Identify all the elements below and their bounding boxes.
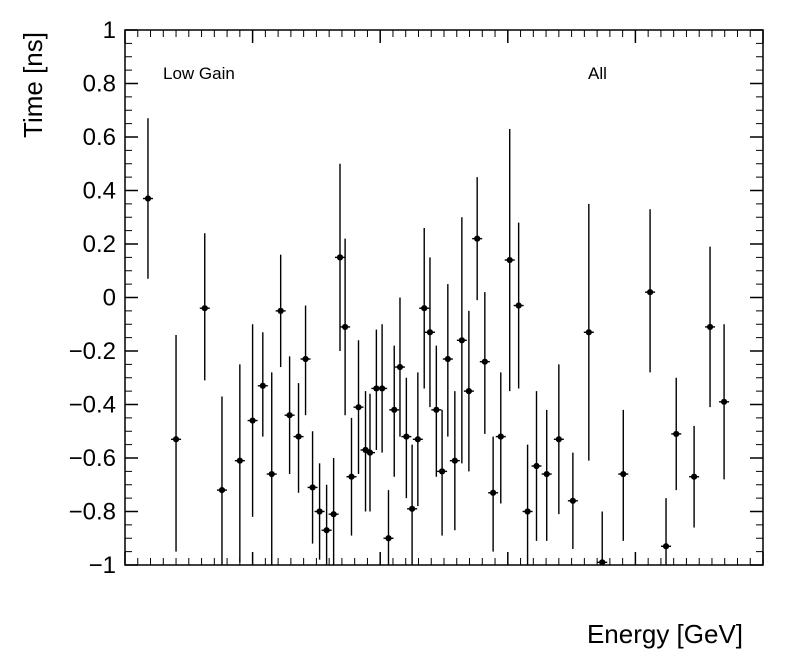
data-point (394, 297, 405, 437)
y-tick-label: 0.2 (83, 231, 116, 258)
data-point (567, 452, 578, 549)
data-point (364, 393, 375, 512)
data-point (377, 324, 388, 453)
data-point (541, 409, 552, 541)
data-point (389, 345, 400, 477)
data-point (199, 233, 210, 381)
data-point (431, 345, 442, 477)
data-point (300, 305, 311, 416)
data-point (671, 377, 682, 491)
y-axis-title: Time [ns] (18, 32, 48, 138)
data-point (353, 340, 364, 475)
data-point (335, 163, 346, 351)
data-point (328, 458, 339, 565)
data-point (583, 203, 594, 461)
data-point (234, 364, 245, 563)
data-point (531, 391, 542, 541)
data-point (314, 463, 325, 560)
annotation-low-gain: Low Gain (163, 64, 235, 83)
data-point (553, 364, 564, 515)
y-tick-labels: 1 0.8 0.6 0.4 0.2 0 −0.2 −0.4 −0.6 −0.8 −1 (69, 17, 116, 579)
y-tick-label: 0 (103, 285, 116, 312)
y-tick-label: 0.4 (83, 178, 116, 205)
data-points (142, 118, 730, 566)
data-point (171, 334, 182, 552)
x-axis-title: Energy [GeV] (587, 619, 743, 649)
data-point (293, 383, 304, 493)
data-point (424, 257, 435, 408)
data-point (142, 118, 153, 279)
data-point (488, 436, 499, 552)
data-point (661, 498, 672, 565)
data-point (456, 217, 467, 464)
data-point (437, 409, 448, 536)
data-point (645, 209, 656, 373)
data-point (401, 377, 412, 499)
data-point (689, 425, 700, 528)
data-point (597, 511, 608, 566)
data-point (275, 254, 286, 368)
y-tick-label: −0.6 (69, 445, 116, 472)
data-point (442, 284, 453, 437)
y-tick-label: −0.8 (69, 499, 116, 526)
data-point (247, 324, 258, 517)
data-point (346, 417, 357, 536)
data-point (522, 444, 533, 565)
data-point (266, 372, 277, 565)
data-point (495, 372, 506, 504)
data-point (463, 310, 474, 472)
data-point (412, 372, 423, 507)
data-point (419, 227, 430, 389)
data-point (383, 490, 394, 565)
data-point (618, 409, 629, 541)
data-point (257, 332, 268, 437)
y-tick-label: 0.8 (83, 71, 116, 98)
y-tick-label: 1 (103, 17, 116, 44)
y-tick-label: 0.6 (83, 124, 116, 151)
data-point (321, 484, 332, 565)
data-point (307, 431, 318, 544)
data-point (449, 391, 460, 531)
plot-frame (124, 29, 764, 566)
data-point (216, 396, 227, 565)
data-point (504, 128, 515, 392)
data-point (513, 222, 524, 389)
data-point (472, 177, 483, 301)
data-point (705, 246, 716, 408)
data-point (284, 356, 295, 475)
data-point (479, 292, 490, 434)
y-tick-label: −1 (89, 552, 116, 579)
data-point (719, 324, 730, 480)
data-point (340, 238, 351, 416)
annotation-all: All (588, 64, 607, 83)
data-point (407, 444, 418, 565)
y-tick-label: −0.4 (69, 392, 116, 419)
axis-ticks (124, 29, 764, 566)
y-tick-label: −0.2 (69, 338, 116, 365)
